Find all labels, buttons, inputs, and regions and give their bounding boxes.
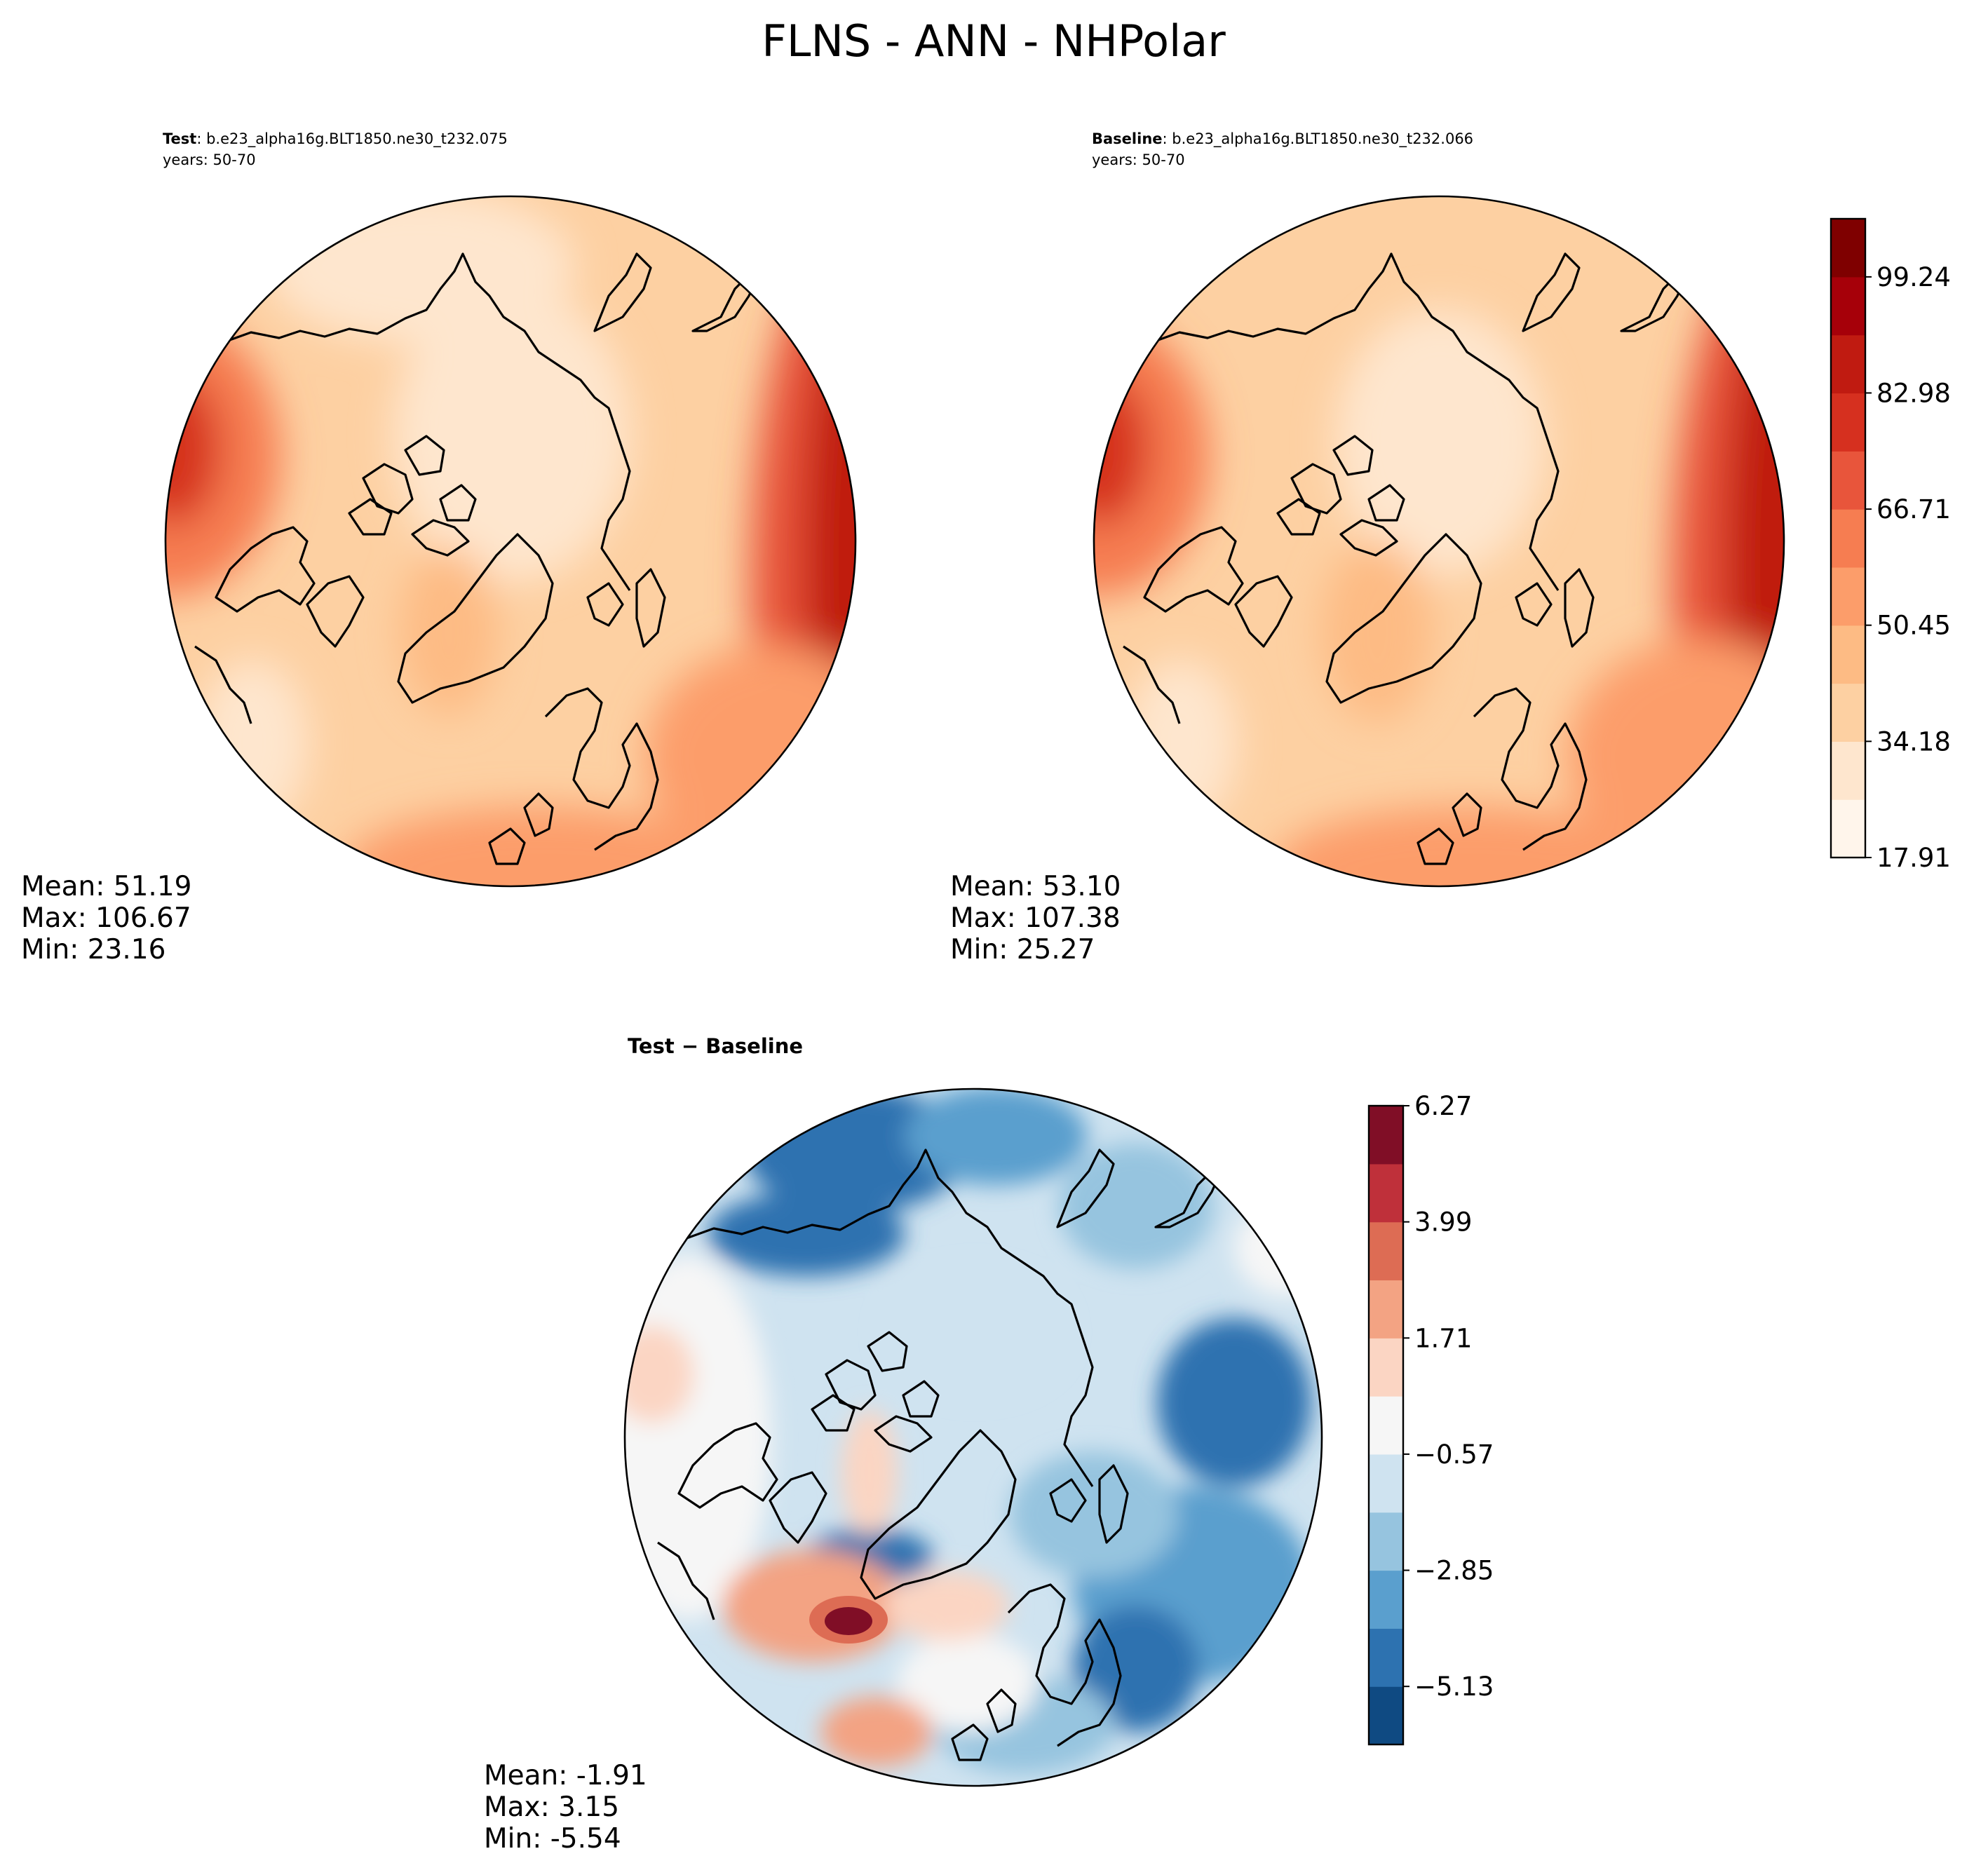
baseline-colorbar-tick-label: 17.91 [1877, 843, 1951, 873]
test-mean: Mean: 51.19 [21, 871, 191, 902]
test-label: Test: b.e23_alpha16g.BLT1850.ne30_t232.0… [163, 130, 508, 148]
baseline-colorbar-frame [1830, 217, 1867, 859]
baseline-colorbar-segment [1831, 799, 1865, 858]
baseline-map [1094, 196, 1784, 886]
test-label-bold: Test [163, 130, 196, 147]
difference-colorbar-tick-label: −0.57 [1414, 1439, 1494, 1470]
difference-panel: Test − Baseline [484, 1034, 1494, 1855]
baseline-colorbar-tick-label: 34.18 [1877, 726, 1951, 757]
difference-colorbar-segment [1369, 1163, 1403, 1223]
test-label-case: : b.e23_alpha16g.BLT1850.ne30_t232.075 [196, 130, 508, 148]
baseline-colorbar-tick-label: 66.71 [1877, 494, 1951, 524]
difference-colorbar: −5.13 −2.85 −0.57 1.71 3.99 6.27 [1367, 1091, 1494, 1746]
difference-colorbar-tick-label: 1.71 [1414, 1323, 1472, 1353]
baseline-colorbar-segment [1831, 509, 1865, 568]
baseline-colorbar-segment [1831, 334, 1865, 394]
difference-colorbar-segment [1369, 1686, 1403, 1745]
difference-colorbar-tick-label: 3.99 [1414, 1207, 1472, 1238]
baseline-panel: Baseline: b.e23_alpha16g.BLT1850.ne30_t2… [950, 130, 1951, 966]
baseline-colorbar-segment [1831, 567, 1865, 626]
baseline-colorbar-segment [1831, 451, 1865, 510]
difference-max: Max: 3.15 [484, 1791, 619, 1823]
difference-colorbar-segment [1369, 1512, 1403, 1571]
test-years: years: 50-70 [163, 151, 256, 168]
difference-min: Min: -5.54 [484, 1823, 621, 1855]
baseline-colorbar-segment [1831, 625, 1865, 684]
baseline-colorbar-segment [1831, 276, 1865, 336]
baseline-label-bold: Baseline [1092, 130, 1163, 147]
test-panel: Test: b.e23_alpha16g.BLT1850.ne30_t232.0… [21, 130, 857, 966]
baseline-colorbar-segment [1831, 219, 1865, 278]
difference-colorbar-segment [1369, 1570, 1403, 1629]
difference-colorbar-tick-label: −2.85 [1414, 1556, 1494, 1586]
difference-colorbar-segment [1369, 1628, 1403, 1687]
difference-colorbar-tick-label: −5.13 [1414, 1672, 1494, 1702]
difference-label: Test − Baseline [628, 1034, 803, 1058]
baseline-colorbar-segment [1831, 393, 1865, 452]
baseline-min: Min: 25.27 [950, 934, 1095, 966]
baseline-years: years: 50-70 [1092, 151, 1185, 168]
baseline-colorbar-segment [1831, 683, 1865, 742]
difference-colorbar-segment [1369, 1221, 1403, 1281]
difference-colorbar-segment [1369, 1106, 1403, 1165]
baseline-max: Max: 107.38 [950, 902, 1121, 934]
test-max: Max: 106.67 [21, 902, 191, 934]
baseline-colorbar-tick-label: 50.45 [1877, 611, 1951, 641]
test-map [165, 196, 856, 886]
difference-colorbar-segment [1369, 1396, 1403, 1455]
difference-map [625, 1089, 1322, 1786]
test-min: Min: 23.16 [21, 934, 165, 966]
baseline-colorbar-segment [1831, 741, 1865, 800]
baseline-colorbar-tick-label: 99.24 [1877, 262, 1951, 292]
baseline-colorbar-tick-label: 82.98 [1877, 378, 1951, 408]
difference-colorbar-frame [1367, 1104, 1405, 1746]
difference-colorbar-tick-label: 6.27 [1414, 1091, 1472, 1121]
difference-mean: Mean: -1.91 [484, 1760, 647, 1791]
difference-colorbar-segment [1369, 1454, 1403, 1513]
figure-title: FLNS - ANN - NHPolar [762, 15, 1226, 67]
baseline-mean: Mean: 53.10 [950, 871, 1121, 902]
difference-colorbar-segment [1369, 1338, 1403, 1397]
baseline-label: Baseline: b.e23_alpha16g.BLT1850.ne30_t2… [1092, 130, 1473, 148]
baseline-colorbar: 17.91 34.18 50.45 66.71 82.98 99.24 [1830, 217, 1951, 873]
difference-colorbar-segment [1369, 1280, 1403, 1339]
baseline-label-case: : b.e23_alpha16g.BLT1850.ne30_t232.066 [1163, 130, 1474, 148]
